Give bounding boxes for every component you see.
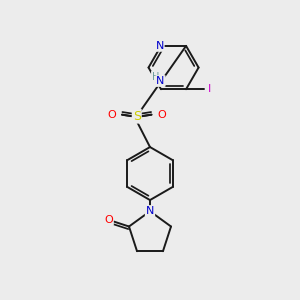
Text: I: I: [207, 84, 211, 94]
Text: O: O: [104, 215, 113, 225]
Text: O: O: [108, 110, 116, 120]
Text: H: H: [152, 72, 159, 82]
Text: N: N: [155, 41, 164, 51]
Text: N: N: [156, 76, 165, 86]
Text: O: O: [157, 110, 166, 120]
Text: N: N: [146, 206, 154, 216]
Text: S: S: [133, 110, 141, 123]
Text: N: N: [146, 206, 154, 216]
